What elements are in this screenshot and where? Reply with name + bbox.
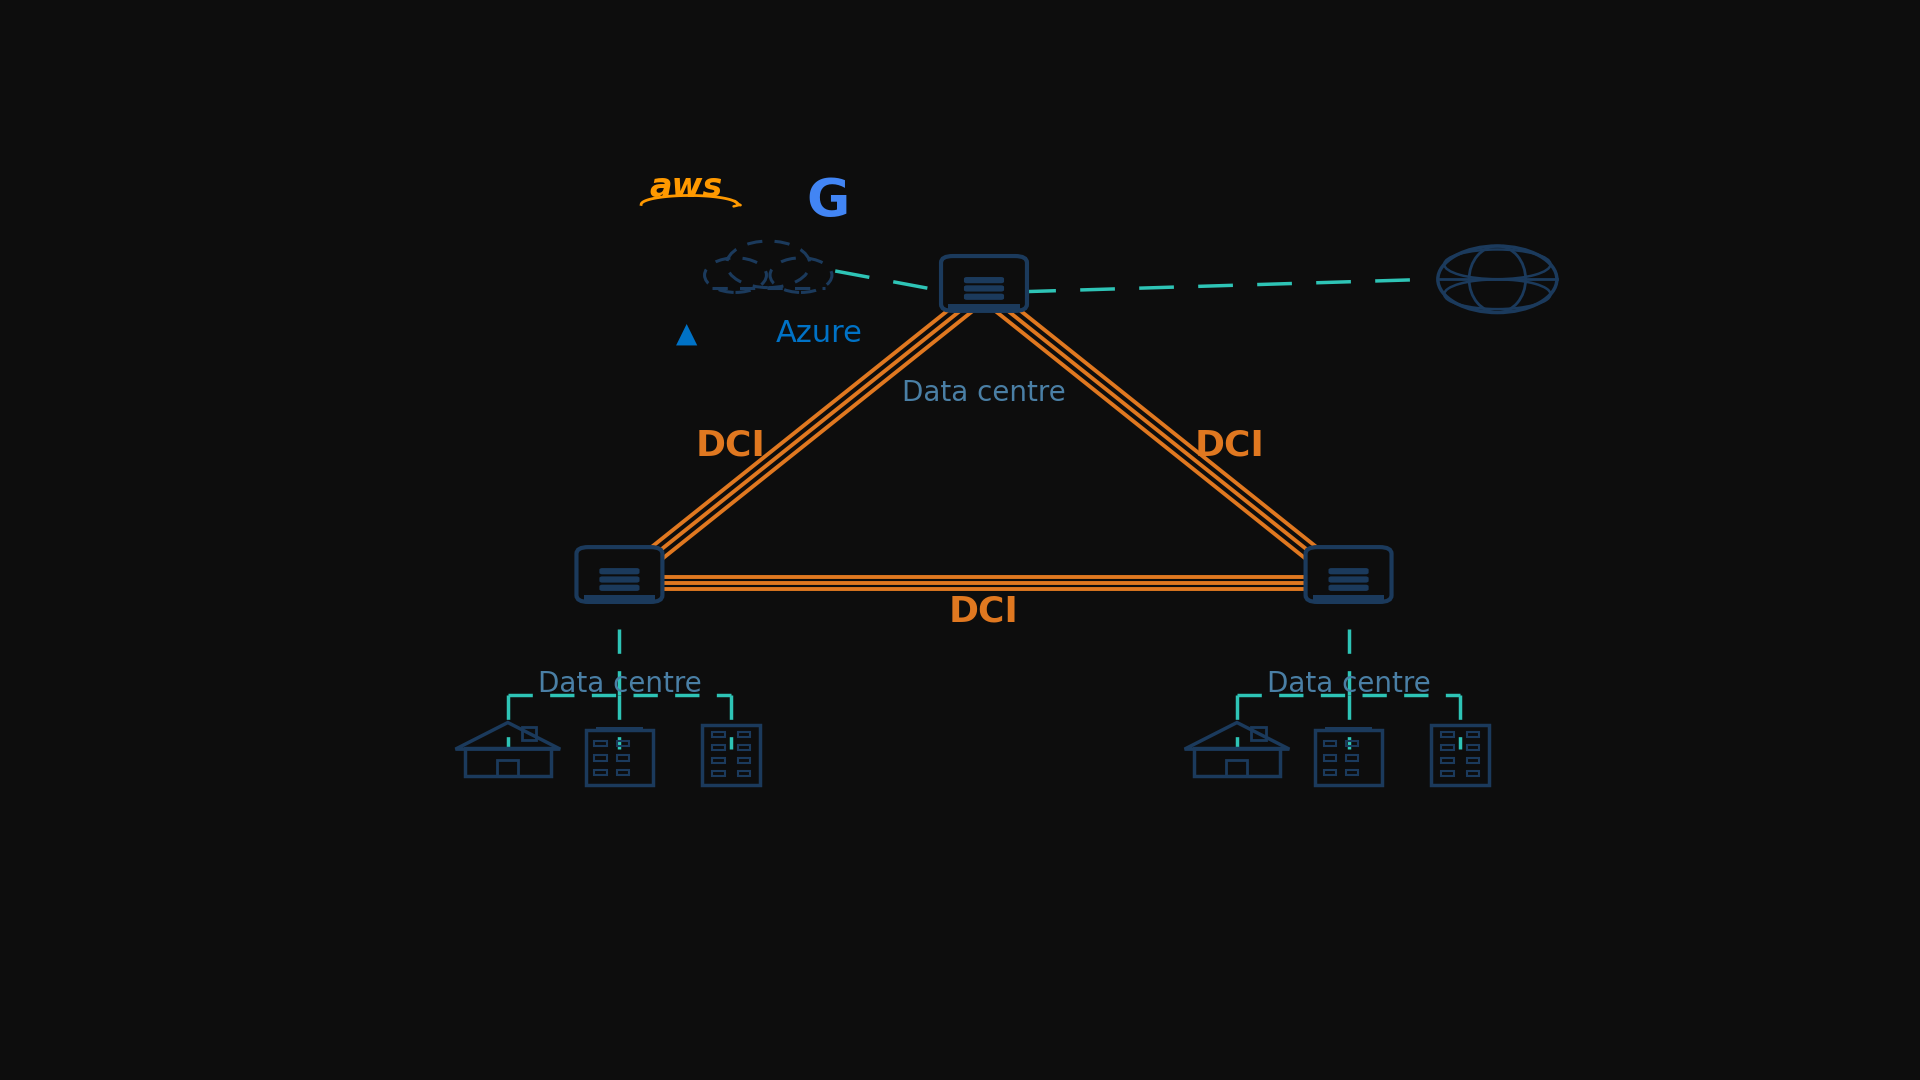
Text: DCI: DCI — [1194, 429, 1265, 462]
Bar — [703, 725, 760, 785]
Bar — [595, 741, 607, 746]
Text: Data centre: Data centre — [902, 379, 1066, 407]
Bar — [737, 744, 751, 750]
Text: DCI: DCI — [697, 429, 766, 462]
Bar — [1315, 730, 1382, 785]
Bar — [737, 731, 751, 737]
FancyBboxPatch shape — [1329, 568, 1369, 575]
Bar — [1323, 755, 1336, 761]
Bar — [595, 770, 607, 775]
Text: ▲: ▲ — [676, 320, 697, 348]
Bar — [737, 771, 751, 775]
Bar — [616, 741, 630, 746]
FancyBboxPatch shape — [964, 294, 1004, 300]
FancyBboxPatch shape — [1306, 548, 1392, 602]
Bar — [1323, 741, 1336, 746]
Text: aws: aws — [649, 172, 724, 204]
Bar — [1430, 725, 1490, 785]
FancyBboxPatch shape — [941, 256, 1027, 311]
Text: Data centre: Data centre — [1267, 670, 1430, 698]
Bar — [1442, 744, 1453, 750]
Bar — [948, 305, 1020, 310]
Bar — [522, 727, 536, 740]
Bar — [1323, 770, 1336, 775]
Text: Azure: Azure — [776, 319, 862, 348]
Text: G: G — [806, 176, 849, 228]
Bar — [1194, 747, 1281, 775]
Bar — [712, 744, 724, 750]
FancyBboxPatch shape — [1329, 577, 1369, 582]
Bar — [712, 758, 724, 762]
Bar — [1346, 770, 1357, 775]
Bar — [586, 730, 653, 785]
FancyBboxPatch shape — [964, 276, 1004, 283]
Bar — [1467, 771, 1478, 775]
Text: DCI: DCI — [948, 595, 1020, 629]
Text: Data centre: Data centre — [538, 670, 701, 698]
Bar — [1346, 755, 1357, 761]
FancyBboxPatch shape — [599, 577, 639, 582]
Bar — [595, 727, 643, 730]
Bar — [497, 760, 518, 775]
Bar — [1442, 771, 1453, 775]
FancyBboxPatch shape — [964, 285, 1004, 292]
Bar — [1313, 595, 1384, 600]
Bar — [1442, 758, 1453, 762]
Bar — [712, 771, 724, 775]
Bar — [1346, 741, 1357, 746]
FancyBboxPatch shape — [599, 584, 639, 591]
Bar — [1467, 758, 1478, 762]
Bar — [1442, 731, 1453, 737]
Bar — [1325, 727, 1373, 730]
Bar — [1227, 760, 1248, 775]
Bar — [1252, 727, 1265, 740]
Bar — [1467, 731, 1478, 737]
Bar — [595, 755, 607, 761]
Bar — [712, 731, 724, 737]
Bar — [616, 755, 630, 761]
FancyBboxPatch shape — [1329, 584, 1369, 591]
FancyBboxPatch shape — [576, 548, 662, 602]
FancyBboxPatch shape — [599, 568, 639, 575]
Bar — [465, 747, 551, 775]
Bar — [616, 770, 630, 775]
Bar — [737, 758, 751, 762]
Bar — [584, 595, 655, 600]
Bar — [1467, 744, 1478, 750]
